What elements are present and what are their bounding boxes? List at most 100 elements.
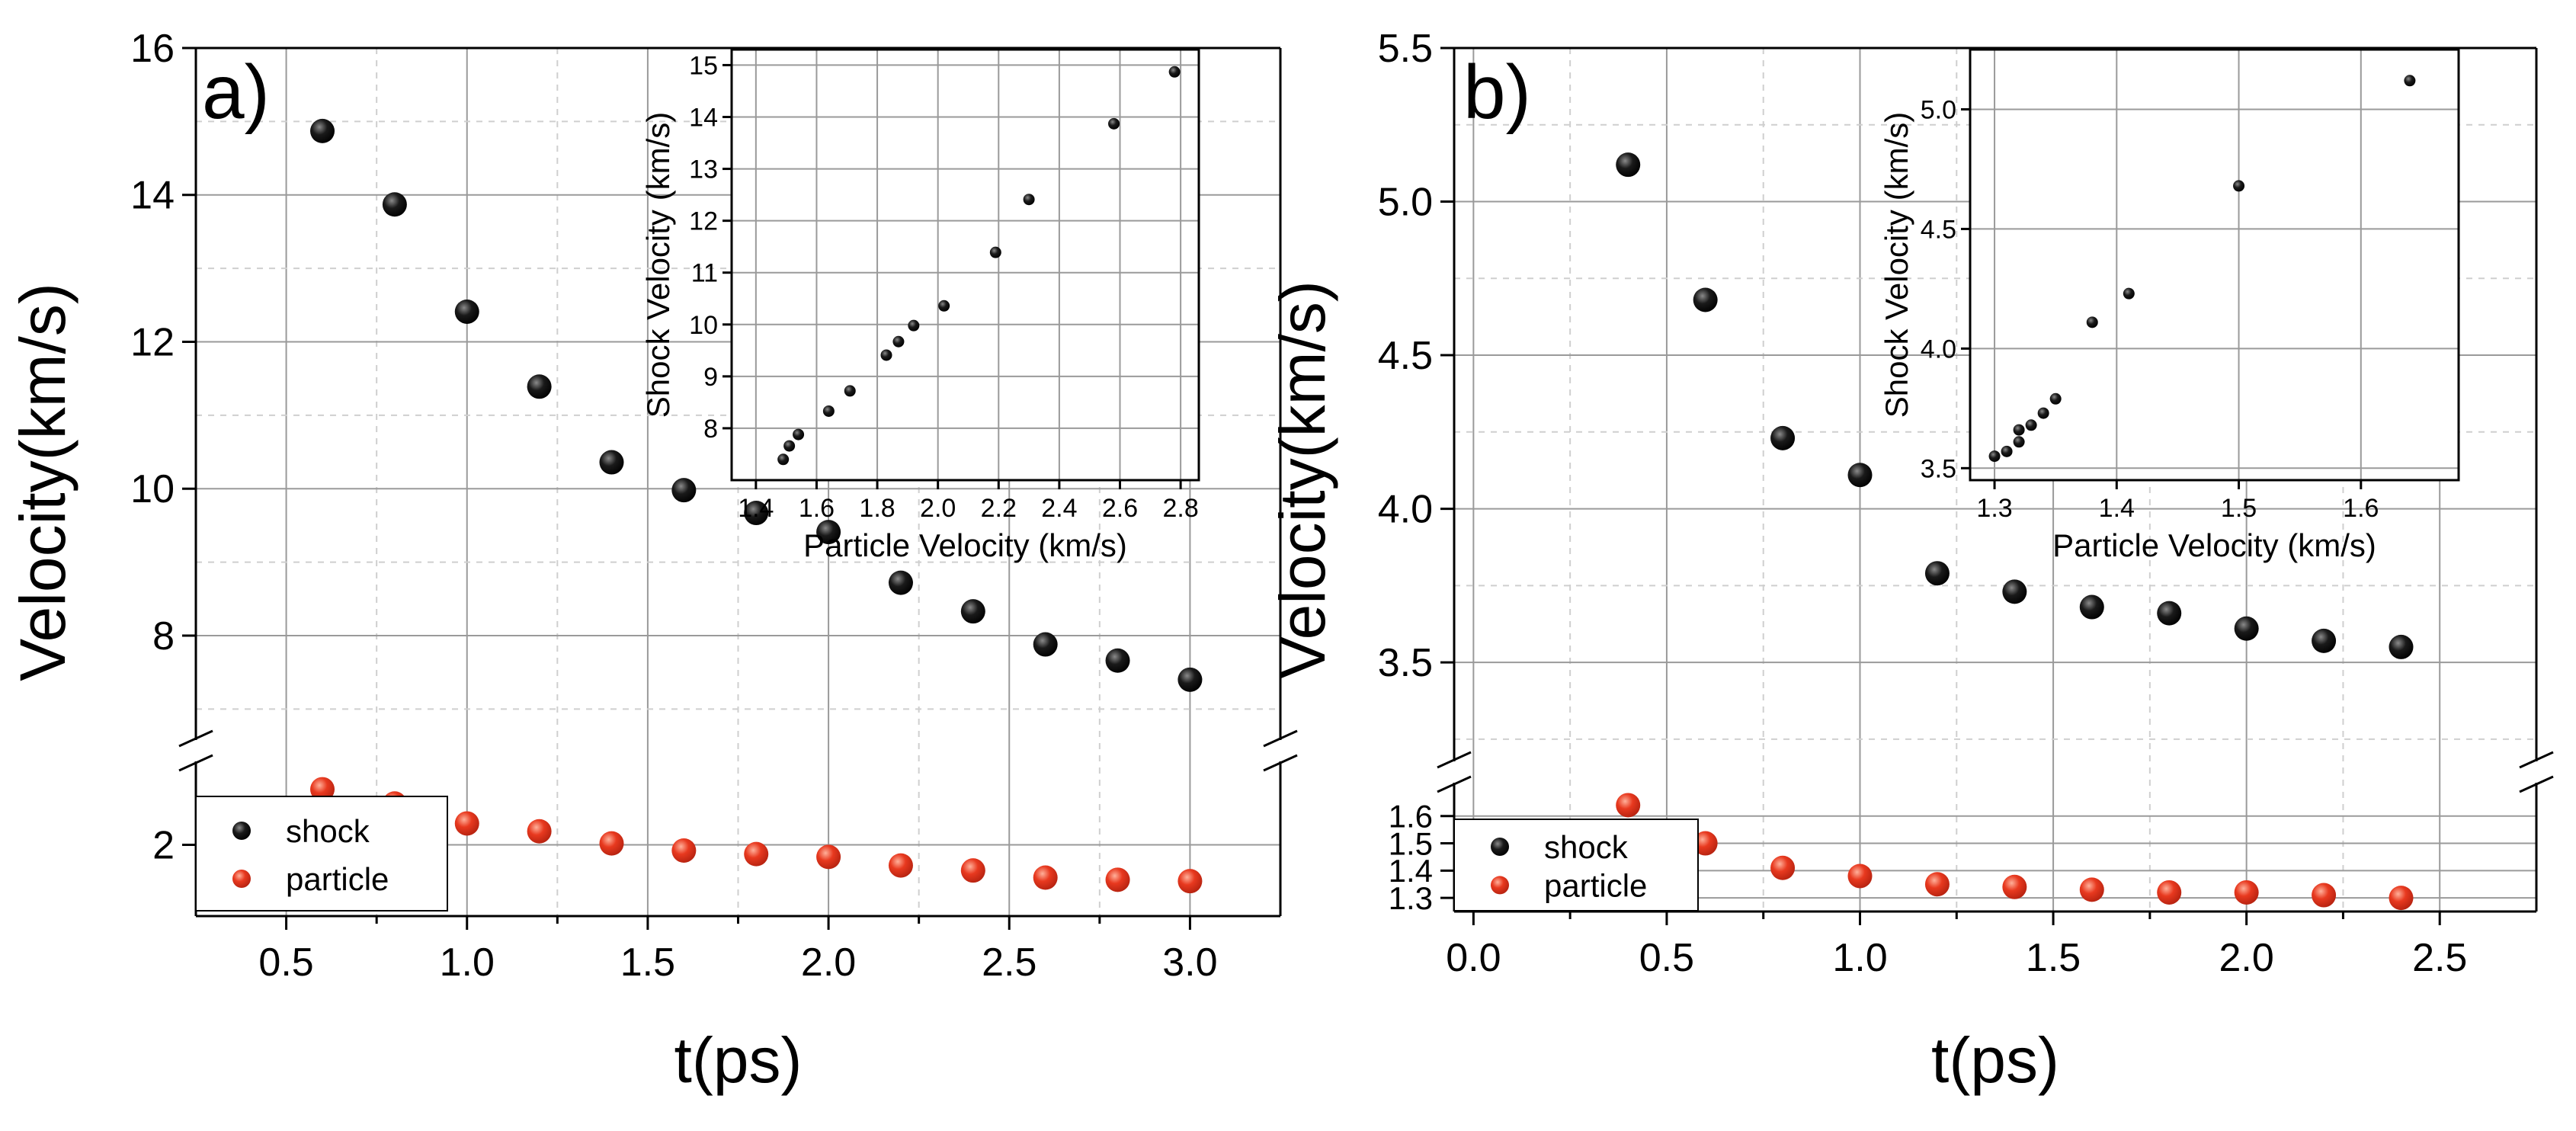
panel-b-inset-frame [1969, 48, 2460, 482]
panel-a-y-axis-label: Velocity(km/s) [7, 283, 78, 681]
panel-b-x-tick-label-0-5: 0.5 [1639, 936, 1694, 980]
panel-b-inset-point-7 [2086, 316, 2098, 328]
panel-b-inset-point-4 [2025, 419, 2037, 431]
panel-a-y-axis-break-mark-lower [178, 754, 213, 772]
panel-b-inset-y-axis-label: Shock Velocity (km/s) [1879, 112, 1914, 418]
panel-b-legend-label-shock: shock [1544, 829, 1629, 865]
panel-a-x-tick-label-2: 2.0 [801, 940, 856, 985]
panel-a-inset-x-tick-label-2: 2.0 [920, 494, 956, 523]
panel-b-inset-point-8 [2123, 287, 2135, 300]
panel-b-labels: b) t(ps) Velocity(km/s) Particle Velocit… [1267, 50, 2376, 1096]
panel-a-shock-point-10 [1033, 632, 1058, 657]
panel-b-shock-point-3 [1847, 463, 1873, 488]
panel-b-particle-point-7 [2157, 879, 2182, 905]
panel-b-x-tick-label-2-5: 2.5 [2412, 936, 2467, 980]
panel-a-shock-point-12 [1177, 667, 1203, 692]
panel-a-right-axis-break-mark-lower [1263, 754, 1298, 772]
panel-a-y-tick-label-10: 10 [130, 467, 175, 511]
panel-a-particle-point-9 [960, 858, 985, 883]
panel-b-x-tick-label-2: 2.0 [2219, 936, 2273, 980]
panel-a-inset-point-4 [844, 385, 856, 397]
panel-a-particle-point-3 [527, 819, 552, 844]
panel-a: 0.5 1.0 1.5 2.0 2.5 3.0 8 10 12 14 16 2 1.4 1.6 1.8 2.… [7, 27, 1298, 1096]
panel-b-shock-point-0 [1616, 152, 1641, 178]
panel-b-shock-point-1 [1693, 287, 1718, 312]
panel-a-label: a) [202, 50, 270, 135]
panel-a-inset-point-12 [1168, 66, 1181, 78]
panel-a-legend-label-particle: particle [286, 861, 389, 897]
panel-a-series-particle [310, 777, 1203, 894]
panel-b-y-axis-break-mark-lower [1437, 775, 1472, 793]
panel-b-y-tick-label-5: 5.0 [1378, 181, 1433, 225]
panel-b-shock-point-8 [2234, 616, 2259, 641]
panel-b-shock-point-6 [2079, 594, 2104, 620]
panel-b-y-tick-label-4-5: 4.5 [1378, 334, 1433, 378]
panel-a-y-tick-label-16: 16 [130, 27, 175, 71]
panel-b-inset-y-tick-label-5: 5.0 [1921, 95, 1956, 124]
panel-a-particle-point-10 [1033, 865, 1058, 890]
panel-b-series-shock [1616, 152, 2414, 659]
panel-b-legend-marker-shock [1491, 838, 1509, 856]
panel-b-particle-point-8 [2234, 879, 2259, 905]
panel-a-inset-point-10 [1023, 194, 1035, 206]
panel-a-inset-x-tick-label-2-2: 2.2 [981, 494, 1017, 523]
panel-b-inset-x-tick-label-1-3: 1.3 [1976, 494, 2012, 523]
panel-b-inset-x-axis-label: Particle Velocity (km/s) [2052, 527, 2376, 563]
panel-b-inset-point-0 [1988, 450, 2001, 463]
panel-a-x-tick-label-1: 1.0 [440, 940, 495, 985]
panel-a-inset-point-5 [880, 349, 892, 361]
panel-b-y-lower-tick-label-1-3: 1.3 [1389, 880, 1433, 916]
panel-b-inset-background [1970, 50, 2459, 480]
panel-a-particle-point-2 [454, 811, 479, 836]
panel-a-shock-point-6 [744, 501, 769, 526]
panel-b-x-axis-label: t(ps) [1931, 1024, 2059, 1096]
panel-b-series-particle [1616, 793, 2414, 911]
panel-a-particle-point-5 [671, 838, 697, 863]
panel-a-shock-point-11 [1105, 648, 1130, 673]
panel-b-legend-box [1453, 819, 1699, 912]
panel-a-x-tick-label-2-5: 2.5 [982, 940, 1036, 985]
panel-a-inset-point-2 [793, 428, 805, 441]
panel-a-x-axis-label: t(ps) [674, 1024, 803, 1096]
panel-a-inset-x-tick-label-2-8: 2.8 [1162, 494, 1198, 523]
panel-b-particle-point-1 [1693, 831, 1718, 856]
panel-b-inset-y-tick-label-4-5: 4.5 [1921, 215, 1956, 244]
panel-a-inset-y-tick-label-13: 13 [689, 155, 718, 184]
panel-a-inset-point-0 [777, 453, 790, 466]
panel-a-shock-point-3 [527, 374, 552, 399]
panel-a-inset-y-tick-label-11: 11 [691, 259, 718, 288]
panel-a-inset-frame [730, 48, 1200, 482]
panel-a-particle-point-8 [888, 853, 913, 878]
panel-b-particle-point-0 [1616, 793, 1641, 818]
panel-a-inset-point-1 [783, 440, 796, 452]
panel-a-y-tick-label-12: 12 [130, 320, 175, 364]
panel-b-inset-point-10 [2404, 75, 2416, 87]
panel-a-inset-y-tick-label-10: 10 [689, 311, 718, 340]
panel-b-inset-x-tick-label-1-5: 1.5 [2221, 494, 2257, 523]
panel-a-shock-point-4 [599, 450, 624, 475]
panel-b-particle-point-4 [1924, 872, 1950, 897]
panel-a-inset-point-9 [989, 246, 1001, 258]
panel-b-inset-x-tick-label-1-6: 1.6 [2343, 494, 2379, 523]
panel-b-x-tick-label-1-5: 1.5 [2026, 936, 2081, 980]
panel-a-inset-point-7 [908, 319, 920, 332]
panel-b-inset-point-6 [2049, 392, 2062, 405]
panel-a-shock-point-8 [888, 570, 913, 595]
panel-a-particle-point-0 [310, 777, 335, 802]
panel-a-legend-label-shock: shock [286, 813, 370, 849]
panel-a-inset-x-tick-label-2-4: 2.4 [1041, 494, 1077, 523]
panel-b-inset-y-tick-label-3-5: 3.5 [1921, 454, 1956, 483]
panel-b-shock-point-10 [2389, 634, 2414, 659]
panel-b-particle-point-2 [1770, 855, 1796, 880]
panel-a-inset-x-tick-label-1-8: 1.8 [859, 494, 895, 523]
panel-b-inset-point-3 [2013, 424, 2025, 436]
panel-a-inset-y-tick-label-14: 14 [689, 103, 718, 132]
panel-a-x-tick-label-3: 3.0 [1162, 940, 1217, 985]
panel-b-y-tick-label-5-5: 5.5 [1378, 27, 1433, 71]
panel-a-x-tick-label-0-5: 0.5 [258, 940, 313, 985]
panel-a-inset-point-6 [892, 335, 905, 348]
panel-a-particle-point-6 [744, 841, 769, 867]
panel-b-inset-x-tick-label-1-4: 1.4 [2099, 494, 2135, 523]
